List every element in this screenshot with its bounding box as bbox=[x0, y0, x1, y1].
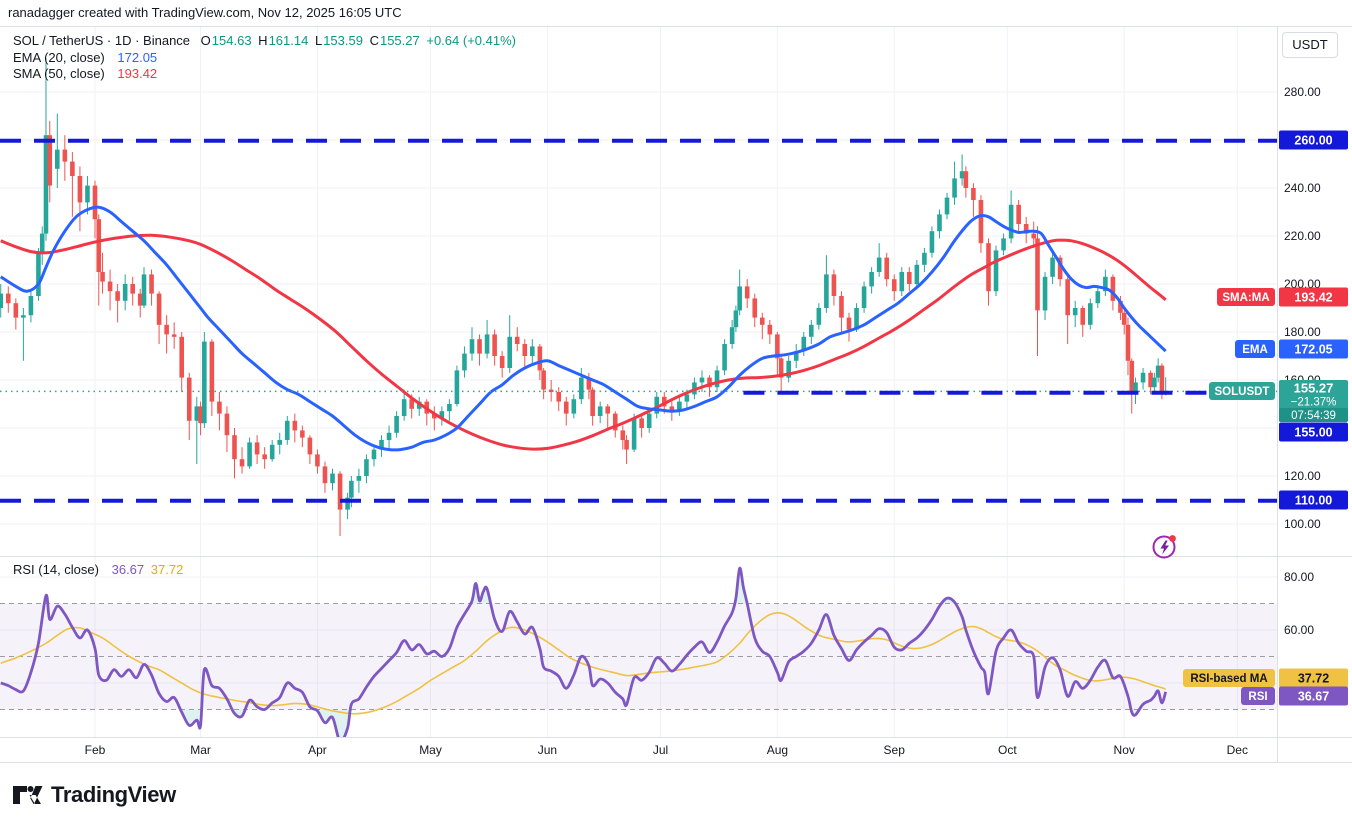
svg-text:193.42: 193.42 bbox=[1294, 291, 1332, 305]
svg-text:220.00: 220.00 bbox=[1284, 229, 1321, 243]
svg-text:SOLUSDT: SOLUSDT bbox=[1215, 386, 1270, 398]
svg-text:100.00: 100.00 bbox=[1284, 517, 1321, 531]
flash-red-dot bbox=[1169, 535, 1176, 542]
rsi-legend-value: 36.67 bbox=[111, 562, 145, 577]
rsi-ma-legend-value: 37.72 bbox=[150, 562, 184, 577]
symbol-legend-row[interactable]: SOL / TetherUS · 1D · Binance O154.63 H1… bbox=[13, 33, 519, 48]
attribution-text: ranadagger created with TradingView.com,… bbox=[8, 5, 402, 20]
time-axis[interactable] bbox=[0, 737, 1277, 762]
sma-legend-label: SMA (50, close) bbox=[13, 66, 105, 81]
tradingview-logo-mark-icon bbox=[13, 786, 43, 804]
ohlc-low-value: 153.59 bbox=[323, 33, 363, 48]
svg-text:May: May bbox=[419, 743, 442, 757]
svg-text:Jul: Jul bbox=[653, 743, 668, 757]
sma-legend-row[interactable]: SMA (50, close) 193.42 bbox=[13, 66, 160, 81]
currency-button[interactable]: USDT bbox=[1282, 32, 1338, 58]
svg-text:260.00: 260.00 bbox=[1294, 134, 1332, 148]
svg-text:Nov: Nov bbox=[1114, 743, 1135, 757]
svg-text:−21.37%: −21.37% bbox=[1291, 397, 1337, 409]
svg-text:07:54:39: 07:54:39 bbox=[1291, 410, 1336, 422]
flash-icon[interactable] bbox=[1150, 532, 1184, 562]
time-scale-labels: Feb Mar Apr May Jun Jul Aug Sep Oct Nov Dec bbox=[85, 743, 1248, 757]
svg-text:Sep: Sep bbox=[884, 743, 906, 757]
symbol-title: SOL / TetherUS · 1D · Binance bbox=[13, 33, 191, 48]
drawings-layer[interactable] bbox=[0, 138, 1277, 503]
svg-text:RSI-based MA: RSI-based MA bbox=[1190, 673, 1267, 685]
svg-text:155.27: 155.27 bbox=[1294, 381, 1334, 396]
rsi-layer bbox=[0, 566, 1168, 737]
change-value: +0.64 (+0.41%) bbox=[426, 33, 516, 48]
lightning-bolt-icon bbox=[1160, 540, 1169, 555]
svg-text:Apr: Apr bbox=[308, 743, 327, 757]
tradingview-logo-text: TradingView bbox=[51, 782, 176, 807]
svg-text:Aug: Aug bbox=[767, 743, 788, 757]
svg-text:37.72: 37.72 bbox=[1298, 672, 1329, 686]
svg-text:110.00: 110.00 bbox=[1295, 494, 1333, 508]
ohlc-high-label: H bbox=[258, 33, 268, 48]
svg-text:Dec: Dec bbox=[1227, 743, 1248, 757]
ohlc-close-label: C bbox=[369, 33, 379, 48]
price-scale-labels: 260.00 110.00 SMA:MA 193.42 EMA 172.05 155.27−… bbox=[1183, 130, 1348, 706]
svg-text:240.00: 240.00 bbox=[1284, 181, 1321, 195]
ema-legend-value: 172.05 bbox=[117, 50, 158, 65]
ohlc-low-label: L bbox=[314, 33, 323, 48]
svg-text:EMA: EMA bbox=[1242, 344, 1268, 356]
sma-line bbox=[0, 233, 1167, 451]
rsi-line bbox=[0, 566, 1168, 737]
tradingview-logo[interactable]: TradingView bbox=[12, 779, 176, 811]
grid-layer bbox=[0, 26, 1277, 737]
ohlc-high-value: 161.14 bbox=[268, 33, 309, 48]
svg-text:280.00: 280.00 bbox=[1284, 85, 1321, 99]
sma-legend-value: 193.42 bbox=[117, 66, 158, 81]
rsi-legend-label: RSI (14, close) bbox=[13, 562, 99, 577]
ohlc-close-value: 155.27 bbox=[379, 33, 420, 48]
svg-text:60.00: 60.00 bbox=[1284, 623, 1314, 637]
svg-text:RSI: RSI bbox=[1248, 691, 1267, 703]
svg-text:172.05: 172.05 bbox=[1294, 343, 1332, 357]
svg-text:180.00: 180.00 bbox=[1284, 325, 1321, 339]
svg-text:80.00: 80.00 bbox=[1284, 570, 1314, 584]
currency-button-label: USDT bbox=[1292, 37, 1328, 52]
svg-text:Oct: Oct bbox=[998, 743, 1017, 757]
attribution-bar: ranadagger created with TradingView.com,… bbox=[0, 0, 1352, 26]
svg-text:155.00: 155.00 bbox=[1294, 426, 1332, 440]
svg-text:Jun: Jun bbox=[538, 743, 557, 757]
ema-line bbox=[0, 205, 1167, 452]
rsi-legend-row[interactable]: RSI (14, close) 36.67 37.72 bbox=[13, 562, 186, 577]
svg-text:36.67: 36.67 bbox=[1298, 690, 1329, 704]
flash-circle bbox=[1152, 535, 1176, 559]
svg-text:120.00: 120.00 bbox=[1284, 469, 1321, 483]
candles-layer bbox=[0, 58, 1168, 536]
svg-text:Feb: Feb bbox=[85, 743, 106, 757]
svg-text:SMA:MA: SMA:MA bbox=[1222, 292, 1269, 304]
ohlc-open-label: O bbox=[200, 33, 211, 48]
ema-legend-label: EMA (20, close) bbox=[13, 50, 105, 65]
ema-legend-row[interactable]: EMA (20, close) 172.05 bbox=[13, 50, 160, 65]
ohlc-open-value: 154.63 bbox=[211, 33, 252, 48]
svg-text:Mar: Mar bbox=[190, 743, 211, 757]
price-axis[interactable] bbox=[1277, 26, 1352, 762]
